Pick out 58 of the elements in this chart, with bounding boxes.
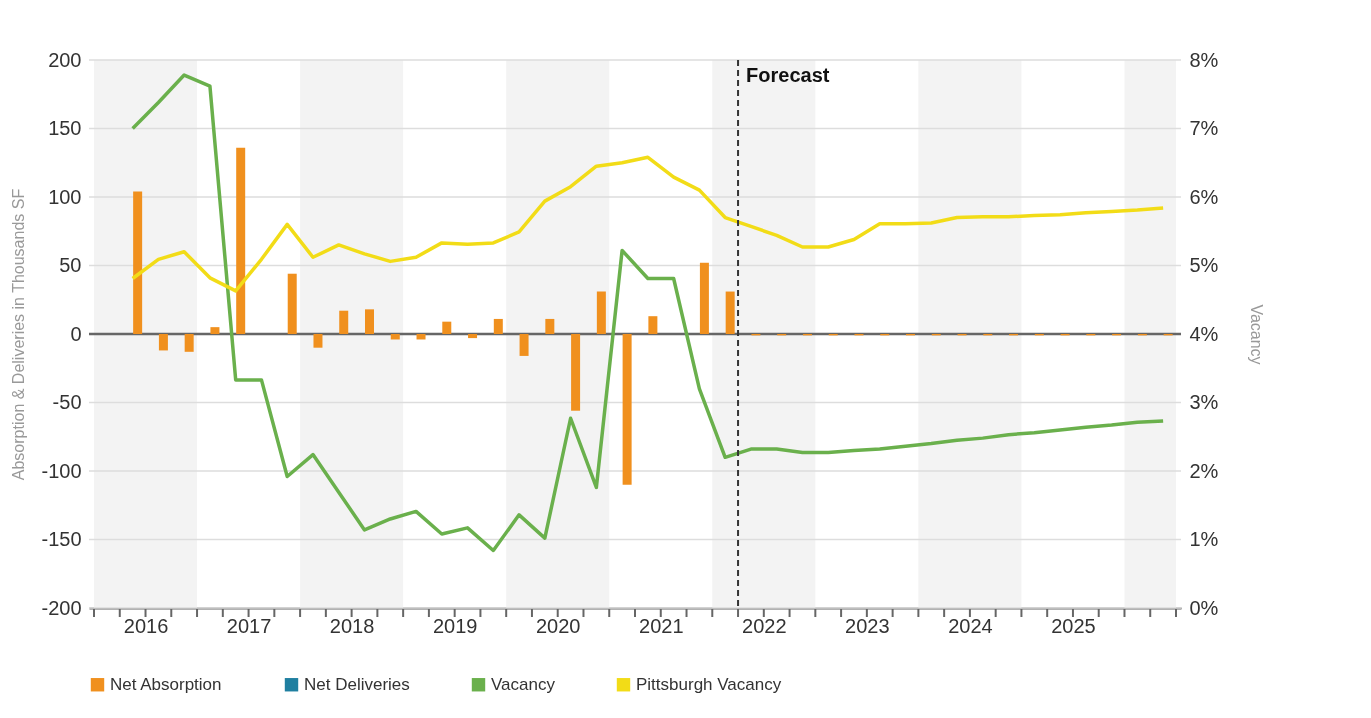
y-tick-label: -150 <box>41 528 82 550</box>
bar <box>184 334 194 352</box>
y-tick-label: 200 <box>48 48 82 71</box>
bar <box>313 334 323 348</box>
bar <box>545 318 555 334</box>
y2-tick-label: 0% <box>1189 596 1219 619</box>
y2-axis-title: Vacancy <box>1248 304 1266 365</box>
y2-tick-label: 6% <box>1189 185 1219 208</box>
legend-label: Pittsburgh Vacancy <box>636 674 782 694</box>
bar <box>571 334 581 411</box>
legend-label: Net Deliveries <box>304 674 410 694</box>
y-tick-label: -100 <box>41 459 82 482</box>
y2-tick-label: 7% <box>1189 117 1219 139</box>
bar <box>133 191 143 334</box>
y2-tick-label: 3% <box>1189 391 1219 413</box>
ref-line-label: Forecast <box>746 64 830 86</box>
x-tick-label: 2025 <box>1051 614 1096 637</box>
legend-label: Net Absorption <box>110 674 222 694</box>
x-tick-label: 2022 <box>742 614 787 637</box>
bar <box>699 262 709 334</box>
x-tick-label: 2016 <box>123 614 169 637</box>
bar <box>493 318 503 334</box>
x-tick-label: 2019 <box>432 614 478 637</box>
y-tick-label: -50 <box>52 391 82 413</box>
legend-label: Vacancy <box>491 674 556 694</box>
bar <box>365 309 374 334</box>
x-tick-label: 2021 <box>639 614 684 637</box>
bar <box>339 310 349 334</box>
x-tick-label: 2018 <box>329 614 375 637</box>
y2-tick-label: 8% <box>1189 48 1219 71</box>
y-tick-label: 150 <box>48 117 82 139</box>
y-tick-label: -200 <box>41 596 82 619</box>
bar <box>158 334 168 351</box>
bar <box>725 291 735 334</box>
y2-tick-label: 2% <box>1189 459 1219 482</box>
bar <box>468 334 478 339</box>
y-tick-label: 0 <box>70 322 82 345</box>
y2-tick-label: 1% <box>1189 528 1219 550</box>
line-series <box>130 155 1165 293</box>
bar <box>287 273 297 334</box>
x-tick-label: 2023 <box>845 614 890 637</box>
x-tick-label: 2024 <box>948 614 993 637</box>
bar <box>416 334 426 340</box>
bar <box>519 334 529 356</box>
bar <box>622 334 632 485</box>
y-axis-title: Absorption & Deliveries in Thousands SF <box>10 188 28 481</box>
bar <box>648 316 658 334</box>
y2-tick-label: 5% <box>1189 254 1219 276</box>
bar <box>210 327 220 334</box>
bar <box>596 291 606 334</box>
bar <box>442 321 452 334</box>
bar <box>390 334 400 340</box>
bar <box>236 147 246 334</box>
y2-tick-label: 4% <box>1189 322 1219 345</box>
x-tick-label: 2017 <box>226 614 272 637</box>
y-tick-label: 50 <box>59 254 82 276</box>
x-tick-label: 2020 <box>535 614 581 637</box>
y-tick-label: 100 <box>48 185 82 208</box>
